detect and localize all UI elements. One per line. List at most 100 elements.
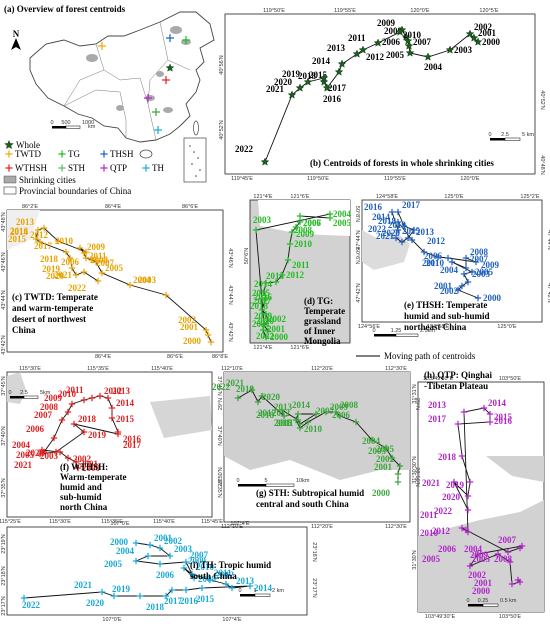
panel-f-caption: north China [60, 502, 108, 512]
tick-label-right: 43°42'N [227, 322, 233, 341]
overview-title: (a) Overview of forest centroids [4, 4, 126, 14]
centroid-star [469, 33, 479, 42]
centroid-marker [72, 458, 80, 466]
centroid-marker [228, 584, 236, 592]
centroid-marker [182, 558, 190, 566]
scale-seg [265, 483, 295, 487]
year-label: 2010 [196, 562, 215, 572]
year-label: 2001 [267, 324, 286, 334]
centroid-marker [260, 321, 268, 329]
year-label: 2003 [174, 544, 193, 554]
scale-seg [490, 138, 505, 141]
centroid-marker [368, 436, 376, 444]
year-label: 2000 [372, 488, 391, 498]
year-label: 2008 [384, 26, 403, 36]
scale-seg [504, 137, 521, 141]
year-label: 2001 [180, 322, 199, 332]
panel-b-caption: (b) Centroids of forests in whole shrink… [310, 158, 494, 168]
year-label: 2002 [468, 570, 487, 580]
centroid-marker [398, 238, 406, 246]
centroid-marker [64, 454, 72, 462]
tick-label-bottom: 86°6'E [167, 354, 183, 360]
year-label: 2016 [323, 94, 342, 104]
centroid-star [373, 38, 383, 47]
tick-label-left: 31°30'N [412, 550, 418, 569]
year-label: 2011 [422, 258, 440, 268]
year-label: 2003 [472, 554, 491, 564]
year-label: 2012 [432, 526, 451, 536]
year-label: 2021 [14, 460, 33, 470]
background-area [362, 230, 410, 270]
legend-label: Whole [16, 140, 40, 150]
year-label: 2016 [254, 292, 273, 302]
year-label: 2010 [426, 258, 445, 268]
year-label: 2020 [46, 271, 65, 281]
year-label: 2021 [74, 580, 93, 590]
year-label: 2019 [112, 584, 131, 594]
tick-label-left: 23°17'N [1, 596, 7, 615]
centroid-marker [278, 271, 286, 279]
panel-c-caption: desert of northwest [12, 314, 86, 324]
centroid-marker [74, 464, 82, 472]
centroid-star [337, 59, 347, 68]
tick-label-top: 119°55'E [334, 8, 356, 14]
centroid-marker [292, 223, 300, 231]
panel-d-caption: Temperate [304, 306, 345, 316]
centroid-marker [296, 420, 304, 428]
centroid-marker [258, 306, 266, 314]
tick-label-right: 50°6'N [354, 248, 360, 264]
centroid-marker [394, 226, 402, 234]
year-label: 2022 [212, 382, 231, 392]
centroid-marker [304, 418, 312, 426]
centroid-marker [156, 544, 164, 552]
year-label: 2013 [327, 43, 346, 53]
centroid-marker [182, 36, 190, 44]
tick-label-top: 120°5'E [479, 8, 498, 14]
year-label: 2002 [178, 315, 197, 325]
year-label: 2021 [54, 270, 73, 280]
year-label: 2009 [470, 550, 489, 560]
year-label: 2014 [488, 398, 507, 408]
panel-c-caption: and warm-temperate [12, 303, 93, 313]
scale-bar: 0 1.25 2.5km [372, 328, 435, 337]
panel-f-caption: sub-humid [60, 492, 102, 502]
centroid-marker [76, 244, 84, 252]
centroid-marker [110, 592, 118, 600]
tick-label-left: 28°50'N [218, 467, 224, 486]
centroid-marker [326, 214, 334, 222]
background-area [7, 210, 40, 250]
centroid-marker [98, 269, 106, 277]
tick-label-top: 86°4'E [105, 204, 121, 210]
tick-label-top: 107°4'E [230, 521, 249, 527]
scale-label: 0 [236, 478, 239, 484]
scale-unit: km [88, 124, 96, 130]
panel-d-caption: (d) TG: [304, 296, 333, 306]
tick-label-right: 43°44'N [227, 285, 233, 304]
tick-label-right: 23°17'N [311, 578, 317, 597]
year-label: 2015 [252, 288, 271, 298]
centroid-marker [88, 256, 96, 264]
centroid-marker [206, 576, 214, 584]
panel-e-caption: northeast China [404, 322, 467, 332]
tick-label-right: 29°N [414, 398, 420, 410]
scale-seg [240, 594, 255, 597]
tick-label-bottom: 121°4'E [253, 345, 272, 351]
tick-label-bottom: 86°8'E [212, 354, 228, 360]
year-label: 2004 [116, 546, 135, 556]
panel-h-caption: (h) QTP: Qinghai [424, 370, 493, 380]
centroid-marker [272, 278, 280, 286]
year-label: 2019 [236, 384, 255, 394]
year-label: 2009 [87, 242, 106, 252]
panel-f-caption: Warm-temperate [60, 472, 126, 482]
overview-panel: (a) Overview of forest centroids N 0 500 100… [3, 4, 215, 196]
year-label: 2021 [226, 378, 245, 388]
centroid-marker [262, 333, 270, 341]
year-label: 2007 [34, 410, 53, 420]
panel-f-caption: (f) WTHSH: [60, 462, 108, 472]
year-label: 2008 [340, 400, 359, 410]
year-label: 2018 [78, 414, 97, 424]
centroid-marker [392, 234, 400, 242]
tick-label-left: 37°40'N [1, 426, 7, 445]
centroid-marker [5, 164, 13, 172]
